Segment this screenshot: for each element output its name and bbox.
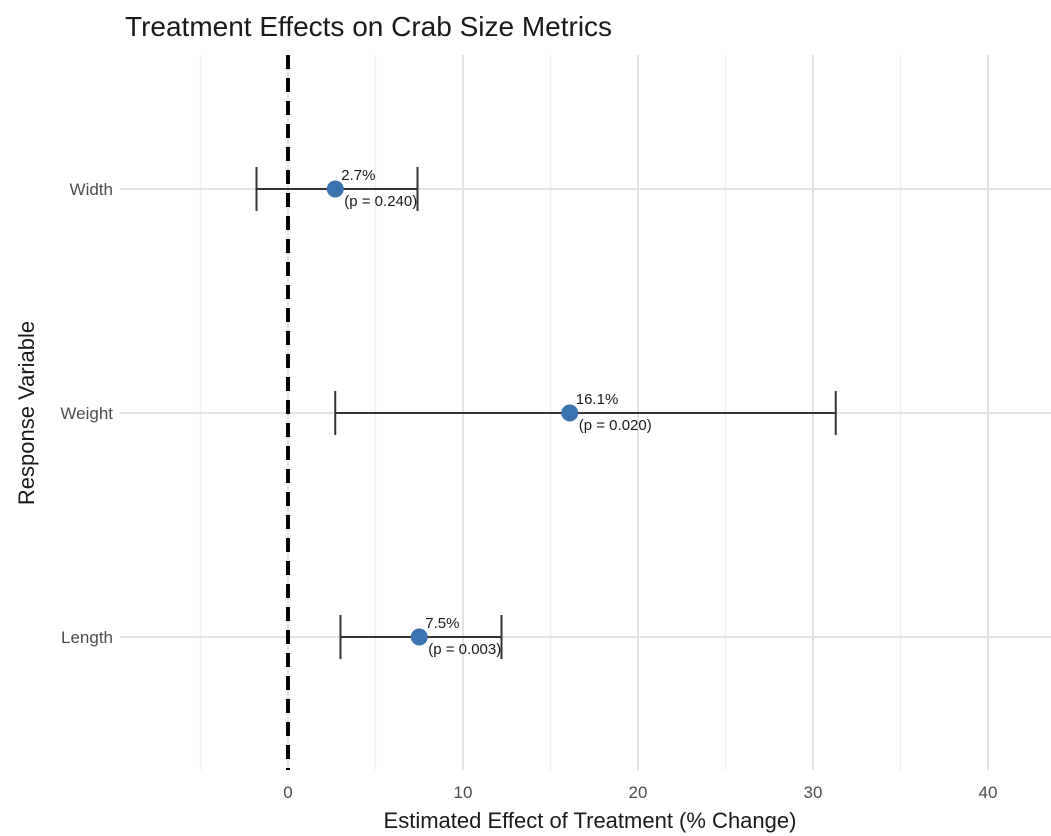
effect-point (561, 404, 579, 422)
tick-labels: 0 10 20 30 40 Width Weight Length (60, 180, 997, 802)
effect-point-group-length: 7.5% (p = 0.003) (339, 615, 503, 659)
x-axis-title: Estimated Effect of Treatment (% Change) (384, 808, 797, 833)
estimate-label: 7.5% (425, 615, 459, 632)
p-value-label: (p = 0.003) (428, 641, 501, 658)
effect-point (326, 180, 344, 198)
p-value-label: (p = 0.240) (344, 193, 417, 210)
effect-point-group-weight: 16.1% (p = 0.020) (334, 391, 837, 435)
estimate-label: 16.1% (576, 391, 619, 408)
x-tick-label: 10 (454, 783, 473, 802)
y-axis-title: Response Variable (14, 321, 39, 505)
effect-point-group-width: 2.7% (p = 0.240) (255, 167, 419, 211)
chart-title: Treatment Effects on Crab Size Metrics (125, 11, 612, 42)
x-tick-label: 20 (629, 783, 648, 802)
y-tick-label: Length (61, 628, 113, 647)
y-tick-label: Weight (60, 404, 113, 423)
estimate-label: 2.7% (341, 167, 375, 184)
data-marks: 2.7% (p = 0.240) 16.1% (p = 0.020) 7.5% (p = … (255, 167, 837, 659)
effect-point (410, 628, 428, 646)
x-tick-label: 0 (283, 783, 292, 802)
x-tick-label: 30 (804, 783, 823, 802)
x-tick-label: 40 (979, 783, 998, 802)
p-value-label: (p = 0.020) (579, 417, 652, 434)
y-tick-label: Width (70, 180, 113, 199)
